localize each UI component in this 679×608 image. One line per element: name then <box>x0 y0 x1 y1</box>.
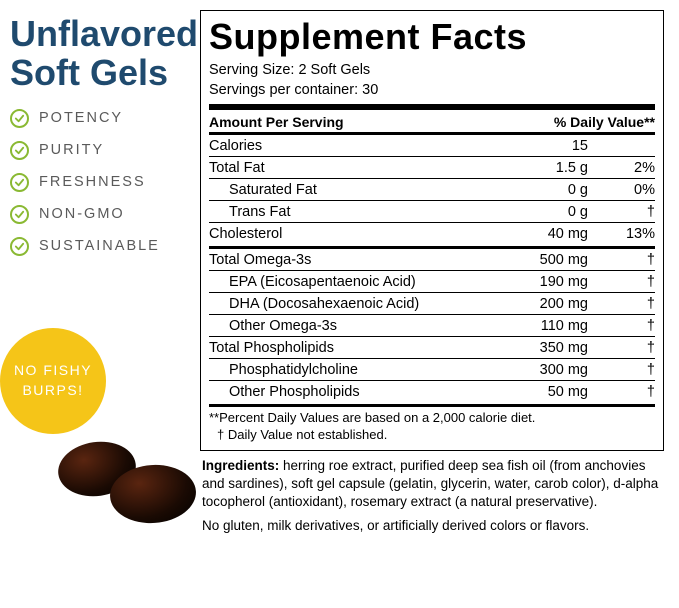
nutrient-dv: † <box>600 296 655 312</box>
nutrient-name: Phosphatidylcholine <box>209 362 515 378</box>
nutrient-dv: 13% <box>600 226 655 242</box>
nutrient-amount: 500 mg <box>515 252 600 268</box>
feature-list: POTENCY PURITY FRESHNESS NON-GMO SUSTAIN… <box>10 109 185 256</box>
nutrient-dv <box>600 138 655 154</box>
nutrient-dv: † <box>600 384 655 400</box>
nutrient-name: DHA (Docosahexaenoic Acid) <box>209 296 515 312</box>
nutrient-name: Cholesterol <box>209 226 515 242</box>
nutrient-row: Total Fat1.5 g2% <box>209 156 655 178</box>
badge-line-2: BURPS! <box>14 381 92 401</box>
nutrient-name: Total Omega-3s <box>209 252 515 268</box>
nutrient-row: Calories15 <box>209 135 655 156</box>
nutrient-amount: 0 g <box>515 182 600 198</box>
nutrient-dv: † <box>600 274 655 290</box>
nutrient-amount: 190 mg <box>515 274 600 290</box>
feature-label: NON-GMO <box>39 206 125 222</box>
badge-line-1: NO FISHY <box>14 361 92 381</box>
footnote-dagger: † Daily Value not established. <box>209 427 655 444</box>
nutrient-name: Trans Fat <box>209 204 515 220</box>
nutrient-amount: 1.5 g <box>515 160 600 176</box>
feature-label: POTENCY <box>39 110 123 126</box>
feature-label: FRESHNESS <box>39 174 146 190</box>
title-line-2: Soft Gels <box>10 54 185 93</box>
nutrient-name: Calories <box>209 138 515 154</box>
nutrient-dv: 0% <box>600 182 655 198</box>
nutrient-amount: 350 mg <box>515 340 600 356</box>
nutrient-name: EPA (Eicosapentaenoic Acid) <box>209 274 515 290</box>
nutrient-dv: † <box>600 340 655 356</box>
nutrient-amount: 50 mg <box>515 384 600 400</box>
header-daily-value: % Daily Value** <box>554 114 655 130</box>
feature-item: PURITY <box>10 141 185 160</box>
check-icon <box>10 173 29 192</box>
feature-item: SUSTAINABLE <box>10 237 185 256</box>
facts-title: Supplement Facts <box>209 16 655 58</box>
header-amount-per-serving: Amount Per Serving <box>209 114 554 130</box>
feature-label: PURITY <box>39 142 104 158</box>
nutrient-dv: 2% <box>600 160 655 176</box>
servings-per-container: Servings per container: 30 <box>209 81 655 101</box>
supplement-facts-panel: Supplement Facts Serving Size: 2 Soft Ge… <box>200 10 664 451</box>
nutrient-amount: 0 g <box>515 204 600 220</box>
feature-label: SUSTAINABLE <box>39 238 160 254</box>
check-icon <box>10 141 29 160</box>
product-title: Unflavored Soft Gels <box>10 15 185 93</box>
footnote-pdv: **Percent Daily Values are based on a 2,… <box>209 410 655 427</box>
nutrient-name: Total Fat <box>209 160 515 176</box>
no-fishy-badge: NO FISHY BURPS! <box>0 328 106 434</box>
nutrient-dv: † <box>600 204 655 220</box>
check-icon <box>10 109 29 128</box>
title-line-1: Unflavored <box>10 15 185 54</box>
nutrient-amount: 300 mg <box>515 362 600 378</box>
nutrient-dv: † <box>600 318 655 334</box>
nutrient-row: Saturated Fat0 g0% <box>209 178 655 200</box>
nutrient-name: Total Phospholipids <box>209 340 515 356</box>
check-icon <box>10 237 29 256</box>
feature-item: FRESHNESS <box>10 173 185 192</box>
nutrient-dv: † <box>600 362 655 378</box>
nutrient-dv: † <box>600 252 655 268</box>
feature-item: POTENCY <box>10 109 185 128</box>
nutrient-amount: 110 mg <box>515 318 600 334</box>
nutrient-row: Other Phospholipids50 mg† <box>209 380 655 402</box>
nutrient-row: Total Omega-3s500 mg† <box>209 249 655 270</box>
feature-item: NON-GMO <box>10 205 185 224</box>
nutrient-row: Trans Fat0 g† <box>209 200 655 222</box>
check-icon <box>10 205 29 224</box>
nutrient-name: Saturated Fat <box>209 182 515 198</box>
ingredients-label: Ingredients: <box>202 458 279 473</box>
nutrient-row: EPA (Eicosapentaenoic Acid)190 mg† <box>209 270 655 292</box>
serving-size: Serving Size: 2 Soft Gels <box>209 61 655 81</box>
nutrient-name: Other Omega-3s <box>209 318 515 334</box>
nutrient-row: Cholesterol40 mg13% <box>209 222 655 244</box>
nutrient-amount: 200 mg <box>515 296 600 312</box>
nutrient-row: Other Omega-3s110 mg† <box>209 314 655 336</box>
nutrient-row: DHA (Docosahexaenoic Acid)200 mg† <box>209 292 655 314</box>
nutrient-row: Phosphatidylcholine300 mg† <box>209 358 655 380</box>
nutrient-row: Total Phospholipids350 mg† <box>209 336 655 358</box>
nutrient-amount: 40 mg <box>515 226 600 242</box>
nutrient-amount: 15 <box>515 138 600 154</box>
nutrient-name: Other Phospholipids <box>209 384 515 400</box>
allergen-statement: No gluten, milk derivatives, or artifici… <box>200 518 664 533</box>
footnotes: **Percent Daily Values are based on a 2,… <box>209 404 655 444</box>
ingredients: Ingredients: herring roe extract, purifi… <box>200 457 664 512</box>
thick-rule <box>209 104 655 110</box>
